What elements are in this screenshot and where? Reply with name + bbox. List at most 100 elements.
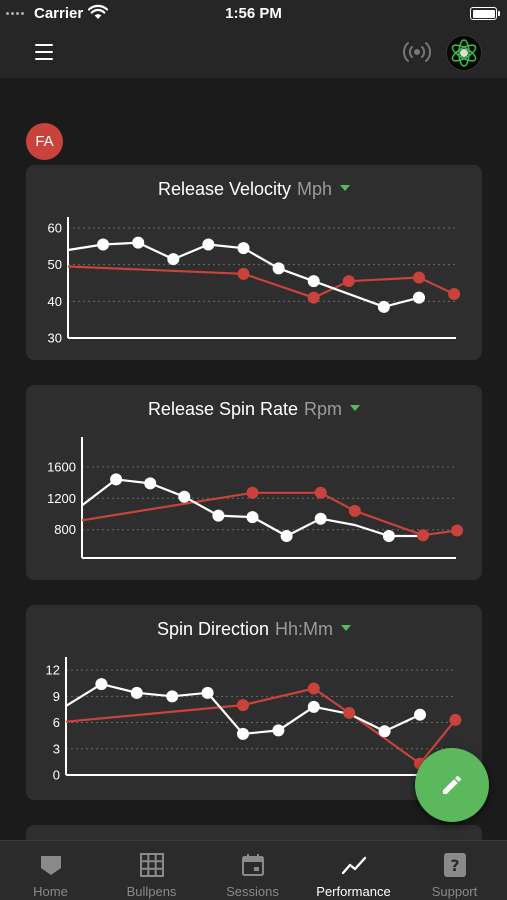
tab-performance[interactable]: Performance xyxy=(303,841,404,900)
tab-support[interactable]: ? Support xyxy=(404,841,505,900)
trend-icon xyxy=(341,856,367,875)
data-point-white xyxy=(167,253,180,266)
y-tick-label: 9 xyxy=(53,689,60,704)
card-unit: Rpm xyxy=(304,399,343,419)
tab-label: Home xyxy=(33,884,68,899)
wifi-icon xyxy=(88,4,108,19)
data-point-white xyxy=(144,477,157,490)
help-icon: ? xyxy=(444,853,466,877)
app-logo-icon[interactable] xyxy=(446,35,482,71)
tab-label: Performance xyxy=(316,884,391,899)
y-tick-label: 1200 xyxy=(47,491,76,506)
data-point-red xyxy=(448,288,461,300)
data-point-white xyxy=(237,727,249,740)
y-tick-label: 60 xyxy=(48,221,62,236)
series-line-red xyxy=(81,491,458,537)
data-point-white xyxy=(97,238,110,251)
broadcast-icon[interactable] xyxy=(403,40,431,64)
data-point-red xyxy=(307,291,320,304)
data-point-red xyxy=(413,271,425,284)
data-point-white xyxy=(377,300,390,313)
calendar-icon xyxy=(242,854,264,876)
card-title-text: Release Spin Rate xyxy=(147,399,299,419)
data-point-white xyxy=(246,511,259,524)
tab-sessions[interactable]: Sessions xyxy=(202,841,303,900)
data-point-white xyxy=(202,238,215,251)
caret-down-icon[interactable] xyxy=(341,625,352,631)
data-point-red xyxy=(348,504,361,517)
status-bar: Carrier 1:56 PM xyxy=(0,0,507,28)
data-point-red xyxy=(314,486,327,499)
y-tick-label: 40 xyxy=(48,294,62,309)
card-unit: Hh:Mm xyxy=(275,619,334,639)
y-tick-label: 50 xyxy=(48,257,62,272)
battery-icon xyxy=(470,7,500,20)
app-header xyxy=(0,28,507,78)
status-time: 1:56 PM xyxy=(225,5,282,22)
data-point-white xyxy=(130,686,143,699)
data-point-white xyxy=(272,724,285,737)
data-point-white xyxy=(413,291,425,304)
pencil-icon xyxy=(443,775,461,794)
y-tick-label: 3 xyxy=(53,741,60,756)
spin-direction-chart: 0 3 6 9 12 xyxy=(46,657,462,783)
tab-home[interactable]: Home xyxy=(0,841,101,900)
grid-icon xyxy=(140,853,164,877)
y-tick-label: 1600 xyxy=(47,459,76,474)
tab-label: Bullpens xyxy=(126,884,177,899)
data-point-white xyxy=(212,509,225,522)
data-point-white xyxy=(307,700,320,713)
data-point-red xyxy=(449,713,462,726)
card-title-text: Spin Direction xyxy=(156,619,270,639)
data-point-red xyxy=(417,529,429,542)
data-point-white xyxy=(237,242,250,255)
data-point-red xyxy=(237,267,250,280)
data-point-white xyxy=(272,262,285,275)
y-tick-label: 800 xyxy=(54,522,76,537)
series-line-red xyxy=(65,687,457,765)
data-point-white xyxy=(414,708,426,721)
chart-card-release-velocity: Release Velocity Mph 30 40 50 60 xyxy=(26,165,482,360)
y-tick-label: 30 xyxy=(48,331,62,346)
y-tick-label: 6 xyxy=(53,715,60,730)
data-point-white xyxy=(280,530,293,542)
data-point-red xyxy=(237,699,249,712)
data-point-white xyxy=(314,512,327,525)
data-point-white xyxy=(166,690,179,703)
chart-card-release-spin-rate: Release Spin Rate Rpm 800 1200 1600 xyxy=(26,385,482,580)
caret-down-icon[interactable] xyxy=(340,185,351,191)
data-point-red xyxy=(342,275,355,288)
card-title[interactable]: Release Velocity Mph xyxy=(26,179,482,200)
release-spin-rate-chart: 800 1200 1600 xyxy=(47,437,464,559)
y-tick-label: 12 xyxy=(46,663,60,678)
series-line-white xyxy=(67,241,420,308)
data-point-white xyxy=(201,686,214,699)
data-point-white xyxy=(178,490,191,503)
tab-bullpens[interactable]: Bullpens xyxy=(101,841,202,900)
data-point-red xyxy=(451,524,464,537)
signal-icon xyxy=(6,12,24,15)
card-title[interactable]: Spin Direction Hh:Mm xyxy=(26,619,482,640)
menu-icon[interactable] xyxy=(35,44,53,60)
data-point-red xyxy=(246,486,259,499)
data-point-white xyxy=(378,725,391,738)
avatar[interactable]: FA xyxy=(26,123,63,160)
caret-down-icon[interactable] xyxy=(350,405,361,411)
data-point-white xyxy=(95,678,108,691)
tab-bar: Home Bullpens Sessions xyxy=(0,840,507,900)
data-point-white xyxy=(132,236,145,249)
data-point-white xyxy=(307,275,320,288)
card-title[interactable]: Release Spin Rate Rpm xyxy=(26,399,482,420)
tab-label: Support xyxy=(431,884,478,899)
card-title-text: Release Velocity xyxy=(157,179,292,199)
data-point-white xyxy=(382,530,395,542)
chart-card-spin-direction: Spin Direction Hh:Mm 0 3 6 9 12 xyxy=(26,605,482,800)
card-unit: Mph xyxy=(297,179,333,199)
home-icon xyxy=(41,856,61,875)
carrier-label: Carrier xyxy=(34,5,84,22)
edit-fab-button[interactable] xyxy=(415,748,489,822)
data-point-red xyxy=(343,706,356,719)
data-point-red xyxy=(307,682,320,695)
data-point-white xyxy=(110,473,123,486)
